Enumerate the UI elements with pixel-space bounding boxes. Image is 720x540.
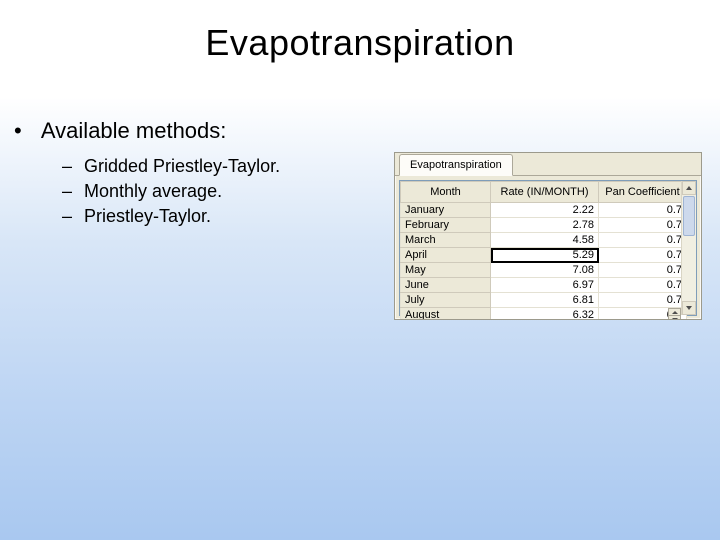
- table-row[interactable]: January2.220.7: [401, 203, 687, 218]
- column-header[interactable]: Pan Coefficient: [599, 182, 687, 203]
- tab-evapotranspiration[interactable]: Evapotranspiration: [399, 154, 513, 176]
- month-cell[interactable]: August: [401, 308, 491, 321]
- rate-cell[interactable]: 4.58: [491, 233, 599, 248]
- data-grid[interactable]: MonthRate (IN/MONTH)Pan CoefficientJanua…: [399, 180, 697, 316]
- month-cell[interactable]: February: [401, 218, 491, 233]
- column-header[interactable]: Month: [401, 182, 491, 203]
- rate-cell[interactable]: 6.97: [491, 278, 599, 293]
- coef-cell[interactable]: 0.7: [599, 233, 687, 248]
- page-title: Evapotranspiration: [0, 22, 720, 64]
- scroll-up-button[interactable]: [682, 181, 696, 195]
- coef-cell[interactable]: 0.7: [599, 278, 687, 293]
- rate-cell[interactable]: 5.29: [491, 248, 599, 263]
- rate-cell[interactable]: 2.22: [491, 203, 599, 218]
- month-cell[interactable]: March: [401, 233, 491, 248]
- evapotranspiration-panel: Evapotranspiration MonthRate (IN/MONTH)P…: [394, 152, 702, 320]
- column-header[interactable]: Rate (IN/MONTH): [491, 182, 599, 203]
- month-cell[interactable]: June: [401, 278, 491, 293]
- table-row[interactable]: April5.290.7: [401, 248, 687, 263]
- scroll-down-button[interactable]: [682, 301, 696, 315]
- rate-cell[interactable]: 6.81: [491, 293, 599, 308]
- coef-cell[interactable]: 0.7: [599, 203, 687, 218]
- chevron-down-icon: [672, 318, 678, 321]
- spin-down-button[interactable]: [668, 316, 681, 320]
- month-cell[interactable]: May: [401, 263, 491, 278]
- chevron-up-icon: [672, 311, 678, 314]
- coef-cell[interactable]: 0.7: [599, 248, 687, 263]
- table-row[interactable]: March4.580.7: [401, 233, 687, 248]
- coef-cell[interactable]: 0.7: [599, 218, 687, 233]
- month-cell[interactable]: January: [401, 203, 491, 218]
- coefficient-spinner[interactable]: [668, 308, 681, 320]
- slide: Evapotranspiration Available methods: Gr…: [0, 0, 720, 540]
- coef-cell[interactable]: 0.7: [599, 263, 687, 278]
- table-row[interactable]: August6.320.7: [401, 308, 687, 321]
- table-row[interactable]: June6.970.7: [401, 278, 687, 293]
- tabstrip: Evapotranspiration: [395, 153, 701, 176]
- bullet-main-text: Available methods:: [41, 118, 227, 143]
- month-cell[interactable]: April: [401, 248, 491, 263]
- coef-cell[interactable]: 0.7: [599, 293, 687, 308]
- table-row[interactable]: February2.780.7: [401, 218, 687, 233]
- chevron-up-icon: [686, 186, 692, 190]
- rate-cell[interactable]: 6.32: [491, 308, 599, 321]
- scroll-thumb[interactable]: [683, 196, 695, 236]
- table-row[interactable]: July6.810.7: [401, 293, 687, 308]
- chevron-down-icon: [686, 306, 692, 310]
- spin-up-button[interactable]: [668, 308, 681, 316]
- vertical-scrollbar[interactable]: [681, 181, 696, 315]
- month-cell[interactable]: July: [401, 293, 491, 308]
- rate-cell[interactable]: 7.08: [491, 263, 599, 278]
- table-row[interactable]: May7.080.7: [401, 263, 687, 278]
- rate-cell[interactable]: 2.78: [491, 218, 599, 233]
